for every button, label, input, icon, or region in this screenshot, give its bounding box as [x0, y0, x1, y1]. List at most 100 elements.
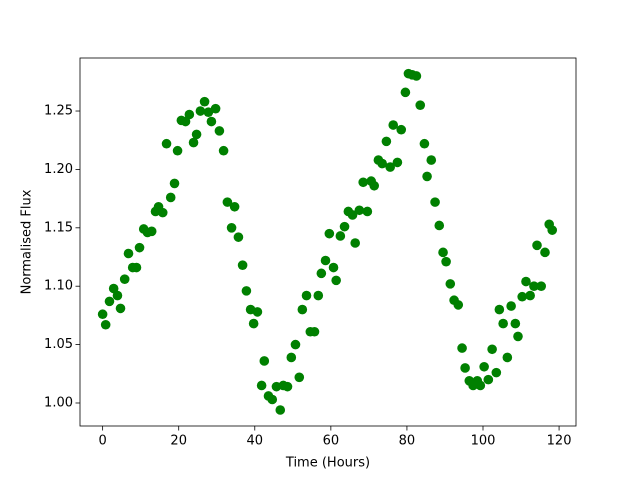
point — [134, 242, 145, 253]
y-axis-label: Normalised Flux — [20, 189, 35, 294]
point — [248, 318, 259, 329]
x-tick-label: 80 — [399, 434, 416, 449]
point — [169, 178, 180, 189]
y-tick-label: 1.20 — [44, 162, 73, 177]
point — [502, 352, 513, 363]
point — [441, 256, 451, 267]
point — [320, 255, 331, 266]
point — [540, 247, 550, 258]
x-tick-label: 40 — [247, 434, 264, 449]
point — [388, 120, 399, 130]
point — [229, 201, 240, 212]
point — [536, 281, 546, 292]
point — [358, 177, 368, 188]
point — [188, 137, 199, 148]
point — [324, 228, 335, 239]
point — [491, 367, 502, 378]
point — [199, 96, 210, 107]
point — [97, 309, 108, 320]
point — [354, 205, 365, 216]
point — [267, 394, 278, 405]
point — [362, 206, 373, 217]
point — [547, 225, 558, 235]
point — [252, 307, 263, 317]
point — [479, 361, 489, 372]
point — [157, 207, 168, 218]
point — [487, 344, 497, 355]
point — [104, 296, 115, 307]
point — [237, 260, 248, 270]
point — [426, 155, 437, 165]
point — [430, 197, 440, 207]
point — [301, 290, 312, 301]
point — [453, 300, 464, 310]
point — [517, 291, 527, 302]
x-axis-label: Time (Hours) — [285, 456, 370, 471]
point — [438, 247, 448, 258]
point — [494, 304, 505, 315]
point — [206, 116, 217, 127]
point — [498, 318, 508, 329]
point — [460, 363, 470, 373]
point — [218, 145, 229, 156]
point — [210, 103, 221, 114]
point — [419, 138, 430, 149]
point — [294, 372, 305, 383]
point — [161, 138, 172, 149]
plot-frame — [79, 57, 577, 427]
point — [529, 281, 539, 292]
point — [226, 223, 237, 233]
point — [115, 303, 126, 314]
point — [475, 380, 486, 391]
x-tick-label: 60 — [323, 434, 340, 449]
y-tick-label: 1.15 — [44, 220, 73, 235]
point — [297, 304, 308, 315]
point — [112, 290, 123, 301]
point — [339, 221, 350, 232]
point — [191, 129, 202, 140]
point — [123, 248, 134, 259]
point — [400, 87, 411, 98]
point — [313, 290, 324, 301]
point — [415, 100, 426, 110]
point — [350, 238, 360, 248]
point — [335, 231, 346, 241]
point — [290, 339, 301, 350]
point — [411, 71, 422, 81]
point — [165, 192, 176, 203]
point — [385, 162, 395, 172]
point — [445, 279, 456, 289]
point — [369, 180, 380, 191]
point — [377, 158, 388, 169]
point — [222, 197, 233, 207]
point — [532, 240, 542, 251]
point — [256, 380, 267, 391]
point — [525, 290, 535, 301]
y-tick-label: 1.25 — [44, 104, 73, 119]
point — [506, 301, 516, 311]
x-tick-label: 120 — [547, 434, 572, 449]
point — [100, 319, 111, 330]
point — [521, 276, 531, 287]
point — [392, 157, 403, 168]
x-tick-label: 0 — [98, 434, 106, 449]
point — [108, 283, 119, 294]
point — [172, 145, 183, 156]
point — [184, 109, 195, 120]
point — [233, 232, 244, 242]
point — [146, 226, 157, 237]
point — [195, 106, 206, 116]
point — [457, 343, 467, 353]
x-tick-label: 100 — [471, 434, 496, 449]
point — [381, 136, 392, 147]
point — [286, 352, 297, 363]
point — [331, 275, 341, 286]
point — [396, 124, 407, 135]
point — [282, 381, 293, 392]
point — [328, 262, 339, 273]
point — [131, 262, 142, 273]
point — [309, 326, 320, 337]
y-tick-label: 1.05 — [44, 337, 73, 352]
